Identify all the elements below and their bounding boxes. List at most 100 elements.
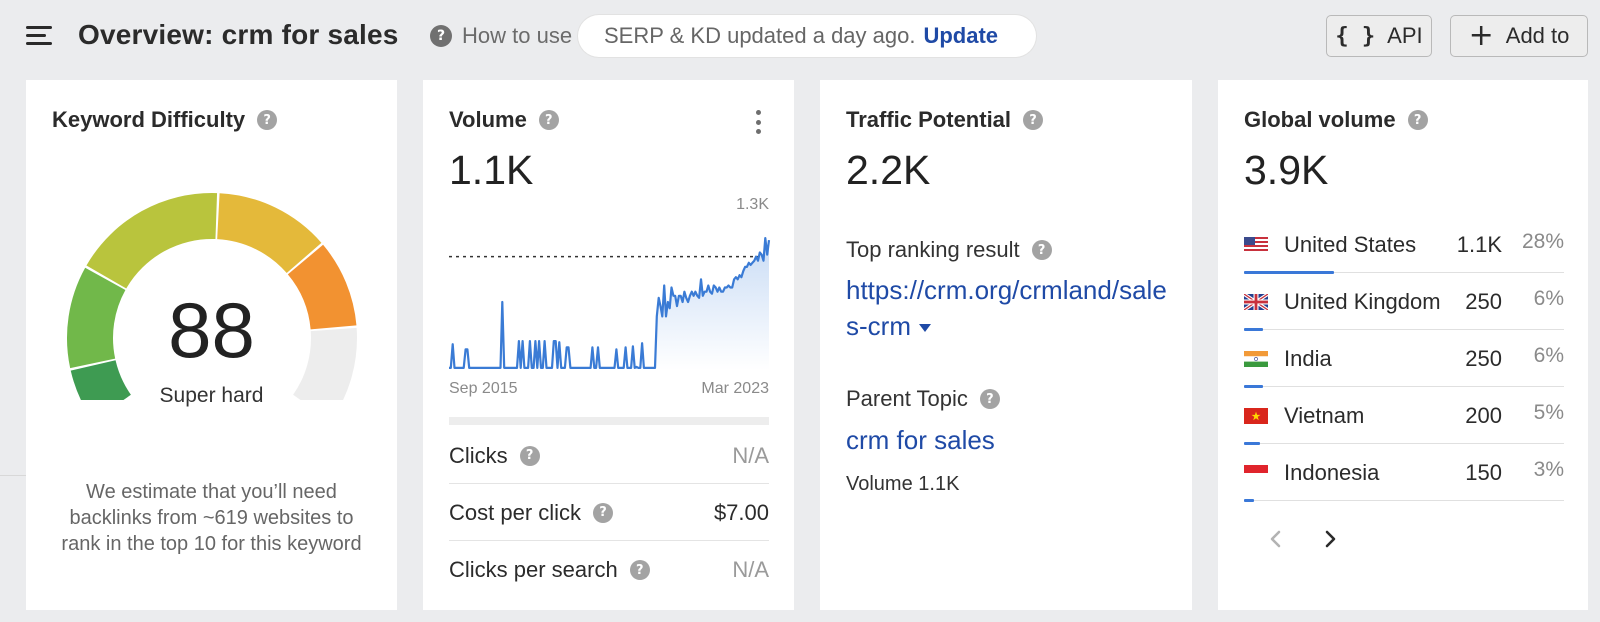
top-ranking-header: Top ranking result ? xyxy=(846,237,1052,263)
help-icon[interactable]: ? xyxy=(629,560,650,580)
help-icon[interactable]: ? xyxy=(979,389,1000,409)
gauge-remainder-segment xyxy=(293,327,357,400)
x-end-label: Mar 2023 xyxy=(701,380,769,397)
country-volume: 1.1K xyxy=(1456,232,1502,257)
gauge-segment xyxy=(287,244,357,330)
gauge-segment xyxy=(217,193,322,274)
help-icon[interactable]: ? xyxy=(1031,240,1052,260)
volume-history-chart: 1.3K Sep 2015 Mar 2023 xyxy=(449,196,771,397)
share-bar xyxy=(1244,499,1254,502)
difficulty-score: 88 xyxy=(168,286,255,374)
divider xyxy=(0,475,26,476)
how-to-use-label: How to use xyxy=(462,23,573,48)
vietnam-flag-icon xyxy=(1244,408,1268,424)
help-icon[interactable]: ? xyxy=(519,445,540,466)
parent-topic-link[interactable]: crm for sales xyxy=(846,425,995,455)
page-title: Overview: crm for sales xyxy=(78,19,399,50)
metric-label: Clicks per search xyxy=(449,557,618,582)
uk-flag-icon xyxy=(1244,294,1268,310)
keyword-difficulty-card: Keyword Difficulty ? 88 Super hard We es… xyxy=(26,80,397,610)
update-link[interactable]: Update xyxy=(923,23,999,48)
country-row-india[interactable]: India 250 6% xyxy=(1244,330,1564,388)
help-icon[interactable]: ? xyxy=(257,110,278,130)
metric-value: $7.00 xyxy=(713,499,769,525)
keyword-difficulty-header: Keyword Difficulty ? xyxy=(52,107,278,133)
share-bar xyxy=(1244,385,1264,388)
metric-cost-per-click: Cost per click? $7.00 xyxy=(449,485,769,541)
help-icon[interactable]: ? xyxy=(1407,110,1428,130)
us-flag-icon xyxy=(1244,237,1268,253)
help-icon[interactable]: ? xyxy=(538,110,559,130)
volume-title: Volume xyxy=(449,107,527,132)
global-volume-title: Global volume xyxy=(1244,107,1396,132)
chevron-right-icon[interactable] xyxy=(1318,527,1342,551)
share-bar xyxy=(1244,328,1264,331)
add-to-button-label: Add to xyxy=(1505,23,1570,48)
parent-topic-volume: Volume 1.1K xyxy=(846,473,960,495)
how-to-use-link[interactable]: ? How to use xyxy=(430,23,572,49)
traffic-potential-header: Traffic Potential ? xyxy=(846,107,1044,133)
volume-header: Volume ? xyxy=(449,107,559,133)
metric-label: Cost per click xyxy=(449,499,582,525)
difficulty-rating: Super hard xyxy=(159,384,264,407)
help-icon[interactable]: ? xyxy=(1023,110,1044,130)
country-percent: 6% xyxy=(1533,287,1564,310)
top-ranking-label: Top ranking result xyxy=(846,237,1020,262)
difficulty-description: We estimate that you’ll need backlinks f… xyxy=(61,481,362,555)
metric-label: Clicks xyxy=(449,442,508,468)
chevron-left-icon[interactable] xyxy=(1264,527,1288,551)
gauge-segment xyxy=(67,267,126,369)
help-icon[interactable]: ? xyxy=(593,502,614,523)
gauge-segment xyxy=(70,360,131,400)
traffic-potential-title: Traffic Potential xyxy=(846,107,1012,132)
country-volume: 200 xyxy=(1465,403,1502,428)
row-divider xyxy=(1244,329,1564,330)
row-divider xyxy=(1244,386,1564,387)
api-button[interactable]: { } API xyxy=(1326,15,1432,57)
api-button-label: API xyxy=(1387,23,1423,48)
country-percent: 6% xyxy=(1533,344,1564,367)
hamburger-icon[interactable] xyxy=(26,26,52,46)
global-volume-card: Global volume ? 3.9K United States 1.1K … xyxy=(1218,80,1588,610)
traffic-potential-value: 2.2K xyxy=(846,147,931,193)
help-icon: ? xyxy=(430,25,452,47)
row-divider xyxy=(1244,272,1564,273)
parent-topic-header: Parent Topic ? xyxy=(846,386,1000,412)
x-start-label: Sep 2015 xyxy=(449,380,518,397)
more-options-icon[interactable] xyxy=(754,110,762,134)
country-name: United States xyxy=(1284,232,1417,257)
gauge-segment xyxy=(86,193,218,289)
keyword-difficulty-title: Keyword Difficulty xyxy=(52,107,246,132)
top-ranking-url-link[interactable]: https://crm.org/crmland/sales-crm xyxy=(846,272,1176,344)
serp-update-notice: SERP & KD updated a day ago. Update xyxy=(578,15,1036,57)
indonesia-flag-icon xyxy=(1244,465,1268,481)
country-row-united-kingdom[interactable]: United Kingdom 250 6% xyxy=(1244,273,1564,331)
parent-topic-label: Parent Topic xyxy=(846,386,968,411)
global-volume-value: 3.9K xyxy=(1244,147,1329,193)
code-braces-icon: { } xyxy=(1335,23,1376,49)
share-bar xyxy=(1244,271,1334,274)
volume-line xyxy=(449,237,771,369)
share-bar xyxy=(1244,442,1260,445)
caret-down-icon[interactable] xyxy=(918,324,931,333)
metric-clicks-per-search: Clicks per search? N/A xyxy=(449,542,769,598)
traffic-potential-card: Traffic Potential ? 2.2K Top ranking res… xyxy=(820,80,1192,610)
add-to-button[interactable]: + Add to xyxy=(1450,15,1588,57)
difficulty-gauge xyxy=(67,193,357,400)
global-volume-header: Global volume ? xyxy=(1244,107,1428,133)
country-name: Indonesia xyxy=(1284,460,1380,485)
country-name: Vietnam xyxy=(1284,403,1365,428)
metric-clicks: Clicks? N/A xyxy=(449,428,769,484)
volume-value: 1.1K xyxy=(449,147,534,193)
row-divider xyxy=(1244,500,1564,501)
chart-scrollbar[interactable] xyxy=(449,417,769,425)
plus-icon: + xyxy=(1468,18,1494,53)
country-percent: 3% xyxy=(1533,458,1564,481)
row-divider xyxy=(1244,443,1564,444)
country-row-united-states[interactable]: United States 1.1K 28% xyxy=(1244,216,1564,274)
top-ranking-url: https://crm.org/crmland/sales-crm xyxy=(846,275,1167,341)
country-row-indonesia[interactable]: Indonesia 150 3% xyxy=(1244,444,1564,502)
country-percent: 28% xyxy=(1521,230,1564,253)
metric-value: N/A xyxy=(732,557,769,582)
country-row-vietnam[interactable]: Vietnam 200 5% xyxy=(1244,387,1564,445)
